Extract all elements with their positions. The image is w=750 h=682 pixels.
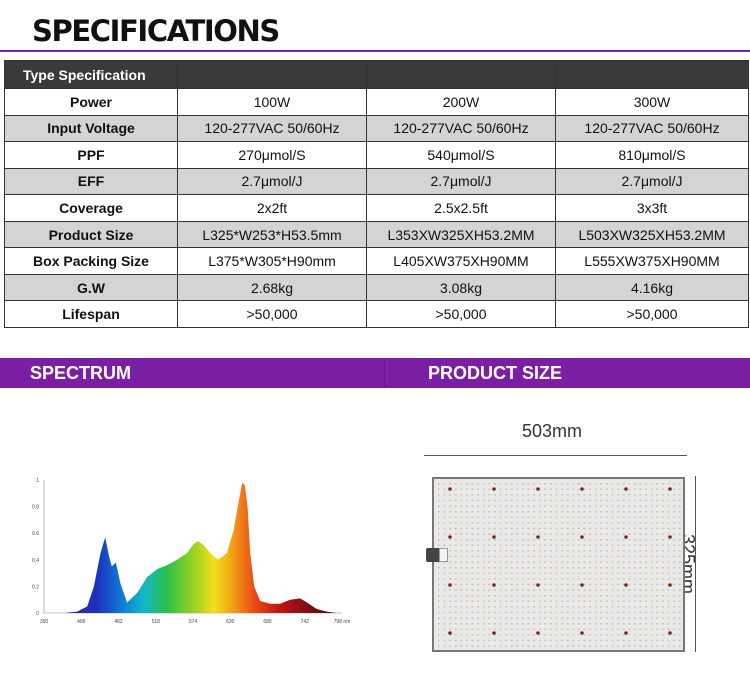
table-row: Lifespan >50,000 >50,000 >50,000 [4,300,749,328]
width-dimension-label: 503mm [522,421,583,441]
y-tick-label: 0.2 [32,584,39,590]
y-tick-label: 0 [36,611,39,617]
x-tick-label: 574 [189,619,198,625]
y-tick-label: 0.8 [32,505,39,511]
table-row: Box Packing Size L375*W305*H90mm L405XW3… [4,247,749,275]
table-row: G.W 2.68kg 3.08kg 4.16kg [4,273,749,302]
table-header-cell: Type Specification [4,60,178,89]
row-label: EFF [4,167,178,196]
section-divider [384,358,385,388]
row-label: Product Size [4,220,178,249]
y-tick-labels: 0 0.2 0.4 0.6 0.8 1 [32,478,39,617]
x-tick-label: 798 nm [334,619,351,625]
table-cell: 120-277VAC 50/60Hz [177,114,367,143]
x-tick-label: 462 [114,619,123,625]
table-row: PPF 270μmol/S 540μmol/S 810μmol/S [4,141,749,169]
table-header-cell [555,60,749,89]
y-tick-label: 1 [36,478,39,484]
table-row: Coverage 2x2ft 2.5x2.5ft 3x3ft [4,194,749,222]
table-cell: 3.08kg [366,273,556,302]
y-tick-label: 0.4 [32,558,39,564]
table-cell: >50,000 [177,300,367,328]
table-cell: L405XW375XH90MM [366,247,556,275]
table-cell: 2.7μmol/J [555,167,749,196]
x-tick-label: 742 [301,619,310,625]
panel-label-tag [439,548,448,562]
title-divider [0,50,750,52]
row-label: Power [4,88,178,116]
table-cell: >50,000 [366,300,556,328]
y-tick-label: 0.6 [32,531,39,537]
table-cell: 540μmol/S [366,141,556,169]
table-row: EFF 2.7μmol/J 2.7μmol/J 2.7μmol/J [4,167,749,196]
specifications-table: Type Specification Power 100W 200W 300W … [4,60,749,328]
row-label: Lifespan [4,300,178,328]
table-cell: 2.7μmol/J [366,167,556,196]
page-title: SPECIFICATIONS [32,14,280,48]
x-tick-label: 630 [226,619,235,625]
table-header-row: Type Specification [4,60,749,89]
table-cell: L555XW375XH90MM [555,247,749,275]
table-cell: L353XW325XH53.2MM [366,220,556,249]
table-cell: >50,000 [555,300,749,328]
table-cell: L375*W305*H90mm [177,247,367,275]
table-cell: 3x3ft [555,194,749,222]
spectrum-chart: 350 406 462 518 574 630 686 742 798 nm 0 0.2 0.4 0.… [32,478,351,625]
table-cell: 120-277VAC 50/60Hz [555,114,749,143]
led-panel-image [432,477,685,652]
row-label: Input Voltage [4,114,178,143]
row-label: Box Packing Size [4,247,178,275]
table-header-cell [366,60,556,89]
table-row: Power 100W 200W 300W [4,88,749,116]
row-label: PPF [4,141,178,169]
product-size-section-header: PRODUCT SIZE [385,358,750,388]
table-cell: 200W [366,88,556,116]
table-cell: 100W [177,88,367,116]
table-header-cell [177,60,367,89]
spectrum-area [44,482,337,613]
table-cell: 120-277VAC 50/60Hz [366,114,556,143]
spectrum-section-header: SPECTRUM [0,358,385,388]
table-cell: 2.5x2.5ft [366,194,556,222]
x-tick-labels: 350 406 462 518 574 630 686 742 798 nm [40,619,351,625]
x-tick-label: 686 [263,619,272,625]
table-cell: 2x2ft [177,194,367,222]
table-cell: 270μmol/S [177,141,367,169]
table-cell: L325*W253*H53.5mm [177,220,367,249]
x-tick-label: 518 [152,619,161,625]
width-dimension-line [424,455,687,456]
led-diode-grid [438,483,681,647]
table-cell: 2.68kg [177,273,367,302]
table-cell: 810μmol/S [555,141,749,169]
x-tick-label: 350 [40,619,49,625]
height-dimension-line [695,476,696,652]
table-row: Input Voltage 120-277VAC 50/60Hz 120-277… [4,114,749,143]
table-cell: L503XW325XH53.2MM [555,220,749,249]
table-row: Product Size L325*W253*H53.5mm L353XW325… [4,220,749,249]
table-cell: 4.16kg [555,273,749,302]
x-tick-label: 406 [77,619,86,625]
row-label: Coverage [4,194,178,222]
row-label: G.W [4,273,178,302]
table-cell: 300W [555,88,749,116]
table-cell: 2.7μmol/J [177,167,367,196]
